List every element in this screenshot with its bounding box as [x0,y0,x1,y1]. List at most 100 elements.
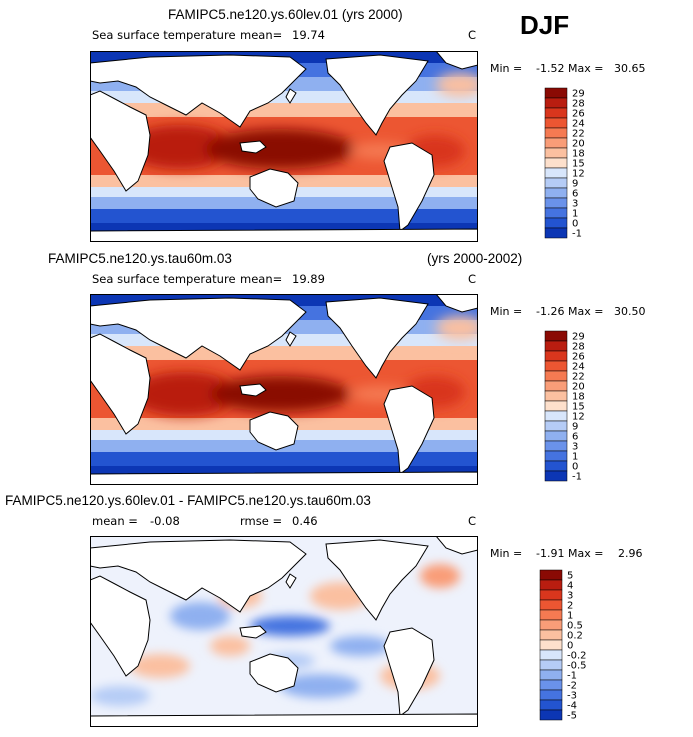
panel3-max-value: 2.96 [618,547,643,560]
panel2-warm-pool-pacific [210,376,350,412]
panel1-land-eurasia [90,54,307,128]
colorbar-box [544,450,568,462]
panel3-anom-9 [420,564,460,588]
colorbar-label: 6 [572,432,578,443]
colorbar-label: 0.5 [567,621,583,632]
panel3-rmse-label: rmse = [240,514,283,528]
panel1-map [90,51,478,242]
colorbar-label: 1 [572,452,578,463]
colorbar-box [544,410,568,422]
colorbar-box [539,699,563,711]
panel2-max-value: 30.50 [614,305,646,318]
colorbar-label: 12 [572,412,585,423]
panel2-land-africa [90,333,151,435]
panel3-map [90,536,478,727]
panel3-anom-10 [210,636,250,656]
panel1-land-south-america [383,142,435,232]
colorbar-box [539,659,563,671]
panel1-max-value: 30.65 [614,62,646,75]
colorbar-label: 28 [572,99,585,110]
panel3-min-label: Min = [490,547,523,560]
colorbar-label: 29 [572,332,585,343]
colorbar-box [544,330,568,342]
colorbar-label: 3 [572,199,578,210]
panel3-mean-value: -0.08 [150,514,180,528]
panel3-land-north-america [325,539,429,621]
colorbar-box [544,107,568,119]
colorbar-box [539,609,563,621]
colorbar-label: 0 [572,462,578,473]
colorbar-box [544,350,568,362]
panel3-anom-3 [330,636,390,656]
colorbar-box [539,689,563,701]
panel1-band-north-warm [90,103,478,117]
panel2-max-label: Max = [568,305,604,318]
colorbar-box [544,217,568,229]
colorbar-box [539,589,563,601]
colorbar-label: -2 [567,681,577,692]
colorbar-label: 15 [572,402,585,413]
panel1-land-australia [249,168,299,208]
colorbar-label: 26 [572,109,585,120]
panel2-min-value: -1.26 [536,305,565,318]
colorbar-box [544,177,568,189]
colorbar-label: 5 [567,571,573,582]
panel1-warm-pool-pacific [205,129,355,169]
colorbar-label: -1 [572,472,582,483]
panel3-anom-1 [170,602,230,630]
colorbar-label: 26 [572,352,585,363]
panel2-variable: Sea surface temperature [92,272,236,286]
panel1-band-south-cold [90,209,478,223]
colorbar-box [544,157,568,169]
colorbar-label: 29 [572,89,585,100]
colorbar-label: 18 [572,392,585,403]
panel2-land-australia [249,411,299,451]
panel3-land-australia [249,653,299,693]
season-label: DJF [520,10,570,40]
colorbar-label: 0.2 [567,631,583,642]
panel2-land-japan [285,331,297,347]
colorbar-label: 3 [572,442,578,453]
colorbar-label: 1 [572,209,578,220]
panel1-mean-label: mean= [240,28,283,42]
panel2-land-greenland [435,294,478,313]
colorbar-label: 15 [572,159,585,170]
panel3-anom-12 [90,686,150,706]
panel1-max-label: Max = [568,62,604,75]
panel2-min-label: Min = [490,305,523,318]
colorbar-label: -0.2 [567,651,587,662]
panel2-land [90,294,478,485]
panel1-land [90,51,478,242]
panel3-land-africa [90,575,151,677]
colorbar-box [539,579,563,591]
colorbar-box [539,649,563,661]
colorbar-box [544,340,568,352]
colorbar-label: 0 [567,641,573,652]
colorbar-box [544,127,568,139]
panel1-variable: Sea surface temperature [92,28,236,42]
colorbar-label: 20 [572,139,585,150]
colorbar-label: 28 [572,342,585,353]
panel3-land-eurasia [90,539,307,613]
panel2-warm-pool-indian [130,372,240,416]
colorbar-label: 20 [572,382,585,393]
colorbar-label: 22 [572,129,585,140]
colorbar-box [544,87,568,99]
panel1-mean-value: 19.74 [292,28,325,42]
panel2-north-atlantic-warm [436,316,478,340]
panel3-land-greenland [435,536,478,555]
panel1-min-value: -1.52 [536,62,565,75]
panel3-mean-label: mean = [92,514,138,528]
colorbar-box [544,460,568,472]
colorbar-box [539,679,563,691]
colorbar-box [544,420,568,432]
colorbar-box [539,599,563,611]
panel1-land-indonesia [239,140,267,154]
panel1-warm-pool-indian [125,125,235,169]
panel3-land-south-america [383,627,435,717]
colorbar-label: 4 [567,581,573,592]
colorbar-box [544,380,568,392]
colorbar-label: 1 [567,611,573,622]
colorbar-box [539,639,563,651]
